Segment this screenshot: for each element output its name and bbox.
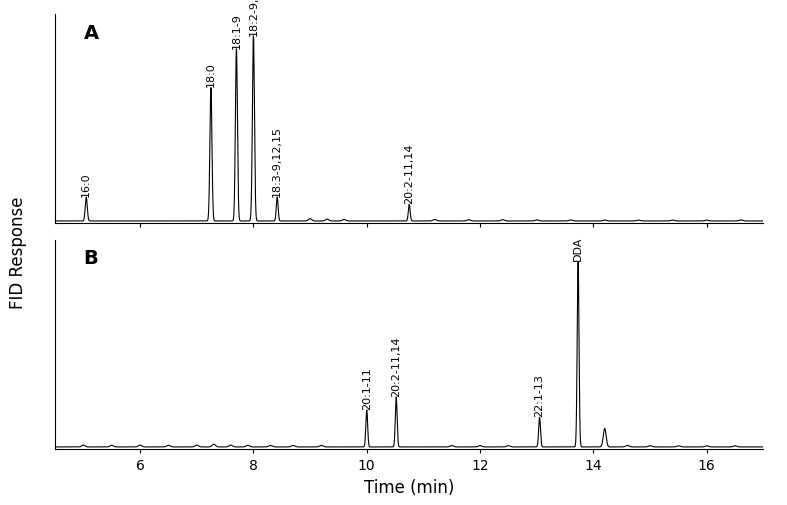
Text: 18:3-9,12,15: 18:3-9,12,15: [272, 125, 283, 196]
Text: 18:0: 18:0: [206, 63, 216, 87]
X-axis label: Time (min): Time (min): [364, 478, 454, 496]
Text: 18:1-9: 18:1-9: [231, 13, 242, 48]
Text: 22:1-13: 22:1-13: [534, 373, 545, 416]
Text: 20:2-11,14: 20:2-11,14: [405, 143, 414, 204]
Text: DDA: DDA: [573, 237, 583, 261]
Text: B: B: [83, 249, 98, 268]
Text: 16:0: 16:0: [81, 172, 91, 196]
Text: 20:2-11,14: 20:2-11,14: [391, 335, 401, 396]
Text: A: A: [83, 24, 98, 42]
Text: FID Response: FID Response: [9, 196, 28, 309]
Text: 20:1-11: 20:1-11: [362, 366, 371, 409]
Text: 18:2-9,12: 18:2-9,12: [249, 0, 258, 35]
